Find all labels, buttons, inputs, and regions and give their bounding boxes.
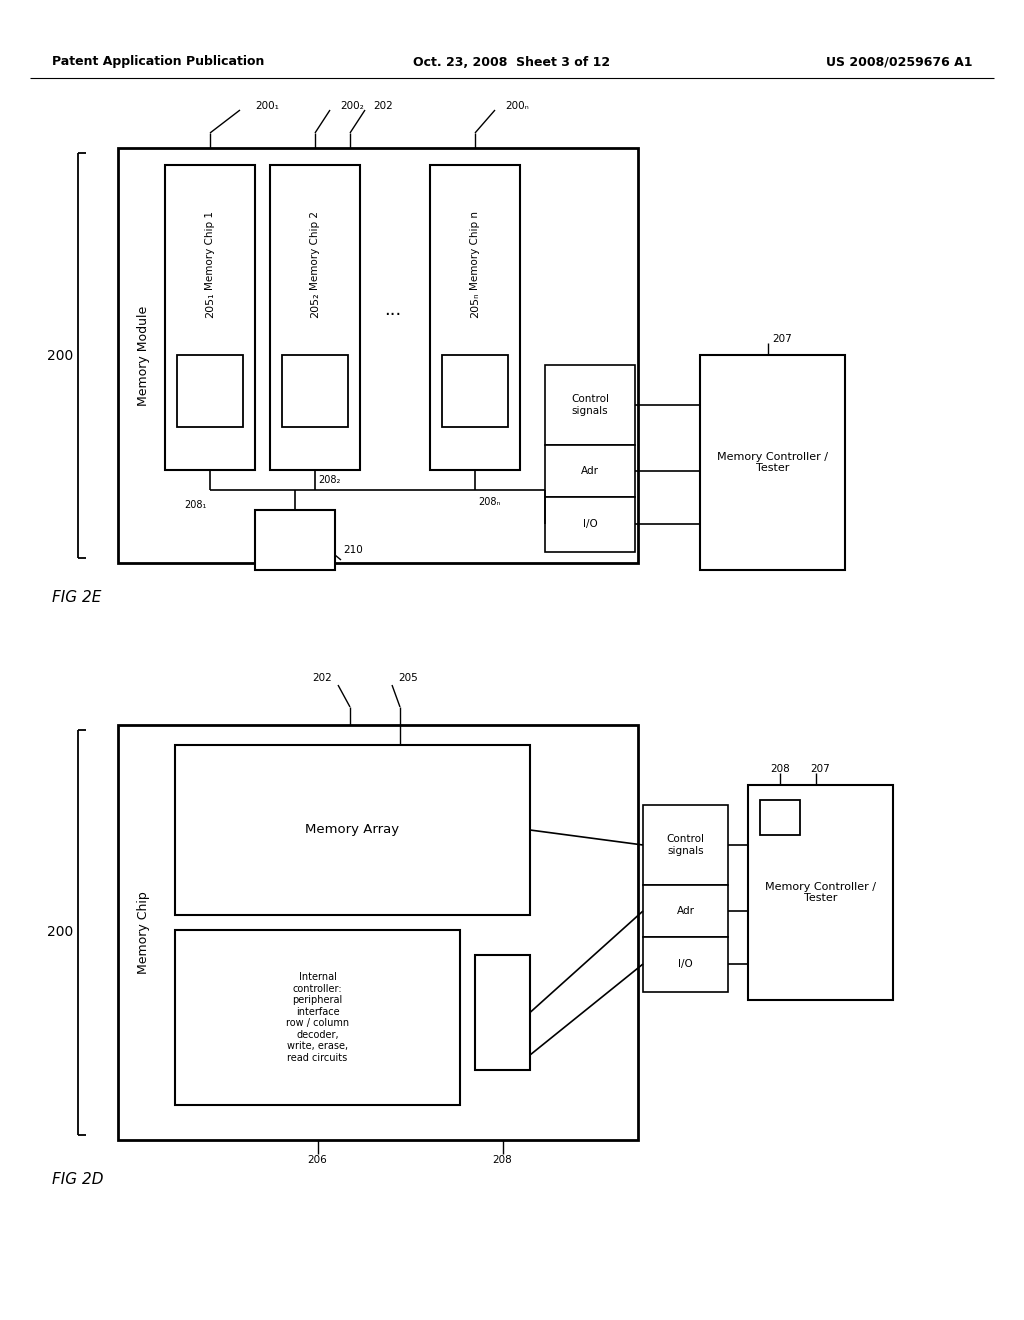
Text: 202: 202 xyxy=(312,673,332,682)
Text: 208ₙ: 208ₙ xyxy=(478,498,501,507)
Text: 207: 207 xyxy=(811,764,830,774)
Text: FIG 2E: FIG 2E xyxy=(52,590,101,606)
Text: 207: 207 xyxy=(773,334,793,345)
Text: 200ₙ: 200ₙ xyxy=(505,102,528,111)
Text: Oct. 23, 2008  Sheet 3 of 12: Oct. 23, 2008 Sheet 3 of 12 xyxy=(414,55,610,69)
Text: Memory Controller /
Tester: Memory Controller / Tester xyxy=(717,451,828,474)
Text: 205ₙ: 205ₙ xyxy=(470,292,480,318)
Text: Memory Chip 1: Memory Chip 1 xyxy=(205,210,215,289)
Bar xyxy=(643,937,728,993)
Text: Control
signals: Control signals xyxy=(667,834,705,855)
Bar xyxy=(545,498,635,552)
Text: 208₁: 208₁ xyxy=(184,500,207,510)
Text: 208: 208 xyxy=(770,764,790,774)
Bar xyxy=(118,148,638,564)
Text: 208₂: 208₂ xyxy=(318,475,340,484)
Bar xyxy=(175,744,530,915)
Bar xyxy=(760,800,800,836)
Bar xyxy=(270,165,360,470)
Text: Memory Array: Memory Array xyxy=(305,824,399,837)
Bar xyxy=(748,785,893,1001)
Text: Patent Application Publication: Patent Application Publication xyxy=(52,55,264,69)
Text: 200: 200 xyxy=(47,348,73,363)
Text: 205₂: 205₂ xyxy=(310,292,319,318)
Text: 200₂: 200₂ xyxy=(340,102,364,111)
Text: Memory Chip n: Memory Chip n xyxy=(470,210,480,289)
Text: 200₁: 200₁ xyxy=(255,102,279,111)
Text: US 2008/0259676 A1: US 2008/0259676 A1 xyxy=(825,55,972,69)
Text: FIG 2D: FIG 2D xyxy=(52,1172,103,1188)
Bar xyxy=(430,165,520,470)
Text: Memory Controller /
Tester: Memory Controller / Tester xyxy=(765,882,876,903)
Bar xyxy=(475,954,530,1071)
Text: Internal
controller:
peripheral
interface
row / column
decoder,
write, erase,
re: Internal controller: peripheral interfac… xyxy=(286,972,349,1063)
Bar xyxy=(175,931,460,1105)
Bar xyxy=(165,165,255,470)
Bar xyxy=(442,355,508,426)
Text: Memory Chip 2: Memory Chip 2 xyxy=(310,210,319,289)
Text: Memory Chip: Memory Chip xyxy=(136,891,150,974)
Text: 208: 208 xyxy=(493,1155,512,1166)
Text: Adr: Adr xyxy=(581,466,599,477)
Bar xyxy=(545,366,635,445)
Text: I/O: I/O xyxy=(678,960,693,969)
Text: 210: 210 xyxy=(343,545,362,554)
Text: 205₁: 205₁ xyxy=(205,292,215,318)
Text: ...: ... xyxy=(384,301,401,319)
Bar xyxy=(118,725,638,1140)
Bar xyxy=(177,355,243,426)
Text: 205: 205 xyxy=(398,673,418,682)
Text: I/O: I/O xyxy=(583,519,597,529)
Bar xyxy=(255,510,335,570)
Text: Control
signals: Control signals xyxy=(571,395,609,416)
Bar xyxy=(700,355,845,570)
Bar xyxy=(282,355,348,426)
Text: 206: 206 xyxy=(307,1155,328,1166)
Bar xyxy=(643,805,728,884)
Text: Memory Module: Memory Module xyxy=(136,305,150,405)
Bar xyxy=(545,445,635,498)
Text: 200: 200 xyxy=(47,925,73,940)
Bar xyxy=(643,884,728,937)
Text: 202: 202 xyxy=(373,102,393,111)
Text: Adr: Adr xyxy=(677,906,694,916)
